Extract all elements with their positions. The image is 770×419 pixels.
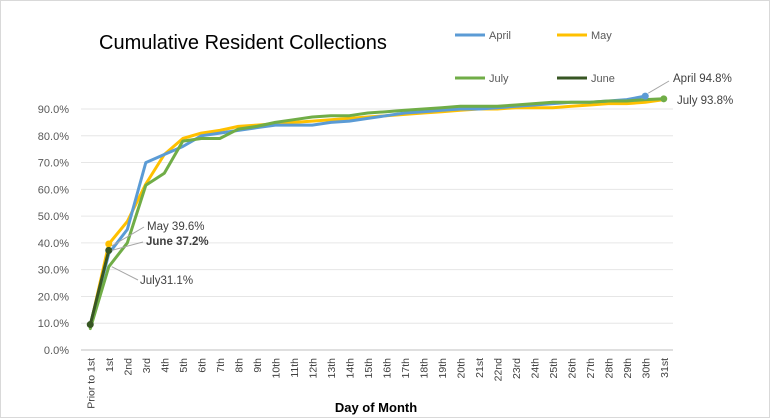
x-tick-label: 26th (566, 358, 578, 379)
x-tick-label: 5th (178, 358, 190, 373)
x-tick-label: 3rd (141, 358, 153, 373)
annotation-leader-line (647, 80, 670, 94)
x-tick-label: 13th (326, 358, 338, 379)
x-tick-label: 20th (455, 358, 467, 379)
x-tick-label: 11th (289, 358, 301, 378)
y-tick-label: 70.0% (38, 158, 69, 170)
y-tick-label: 40.0% (38, 238, 69, 250)
series-line-july (88, 97, 666, 331)
x-tick-label: 10th (270, 358, 282, 379)
annotation-april-94-8: April 94.8% (673, 73, 732, 85)
chart-title: Cumulative Resident Collections (99, 32, 387, 54)
annotation-may-39-6: May 39.6% (147, 221, 205, 233)
x-tick-label: 14th (344, 358, 356, 379)
x-tick-label: 16th (381, 358, 393, 379)
legend-item-june[interactable]: June (557, 73, 615, 85)
legend-item-may[interactable]: May (557, 30, 612, 42)
x-tick-label: 24th (529, 358, 541, 379)
x-tick-label: 6th (196, 358, 208, 373)
x-tick-label: 21st (474, 358, 486, 378)
grid-lines (81, 108, 673, 324)
x-tick-label: 4th (159, 358, 171, 373)
y-tick-label: 30.0% (38, 265, 69, 277)
x-tick-label: 28th (603, 358, 615, 379)
x-tick-label: 1st (104, 358, 116, 372)
x-axis-ticks: Prior to 1st 1st 2nd 3rd 4th 5th 6th 7th 8th 9th 1… (85, 358, 671, 409)
x-tick-label: 31st (659, 358, 671, 378)
legend-item-july[interactable]: July (455, 73, 509, 85)
annotation-june-37-2: June 37.2% (146, 236, 209, 248)
y-tick-label: 90.0% (38, 104, 69, 116)
x-tick-label: 27th (585, 358, 597, 379)
x-tick-label: 30th (640, 358, 652, 379)
series-line-april (88, 94, 647, 327)
x-tick-label: 2nd (122, 358, 134, 376)
annotation-leader-line (111, 226, 145, 247)
legend-label-june: June (591, 73, 615, 85)
legend[interactable]: April May July June (455, 30, 615, 85)
x-tick-label: 22nd (492, 358, 504, 382)
annotation-july31-1: July31.1% (140, 275, 193, 287)
y-tick-label: 60.0% (38, 184, 69, 196)
x-tick-label: 9th (252, 358, 264, 373)
x-tick-label: 25th (548, 358, 560, 379)
x-tick-label: Prior to 1st (85, 358, 97, 409)
x-tick-label: 19th (437, 358, 449, 379)
annotation-leader-line (111, 266, 139, 281)
y-tick-label: 50.0% (38, 211, 69, 223)
y-tick-label: 0.0% (44, 345, 69, 357)
x-tick-label: 18th (418, 358, 430, 379)
annotations-layer: May 39.6% June 37.2% July31.1% April 94.8% J… (111, 73, 733, 287)
series-layer (86, 92, 668, 331)
x-tick-label: 15th (363, 358, 375, 379)
y-tick-label: 10.0% (38, 318, 69, 330)
annotation-leader-line (111, 241, 144, 251)
legend-item-april[interactable]: April (455, 30, 511, 42)
legend-label-may: May (591, 30, 612, 42)
point-april (641, 92, 649, 100)
legend-label-july: July (489, 73, 509, 85)
point-july (660, 95, 668, 103)
x-tick-label: 12th (307, 358, 319, 379)
series-line-june (88, 248, 111, 327)
x-tick-label: 17th (400, 358, 412, 379)
series-line-may (88, 98, 666, 328)
point-june (86, 321, 94, 329)
x-tick-label: 29th (622, 358, 634, 379)
x-tick-label: 7th (215, 358, 227, 373)
annotation-july-93-8: July 93.8% (677, 95, 733, 107)
x-tick-label: 8th (233, 358, 245, 373)
x-tick-label: 23rd (511, 358, 523, 379)
x-axis-title: Day of Month (335, 400, 417, 415)
point-june (105, 246, 113, 254)
y-tick-label: 20.0% (38, 291, 69, 303)
y-axis-ticks: 0.0% 10.0% 20.0% 30.0% 40.0% 50.0% 60.0% 70.0% 8… (38, 104, 69, 357)
legend-label-april: April (489, 30, 511, 42)
point-may (105, 240, 113, 248)
y-tick-label: 80.0% (38, 131, 69, 143)
